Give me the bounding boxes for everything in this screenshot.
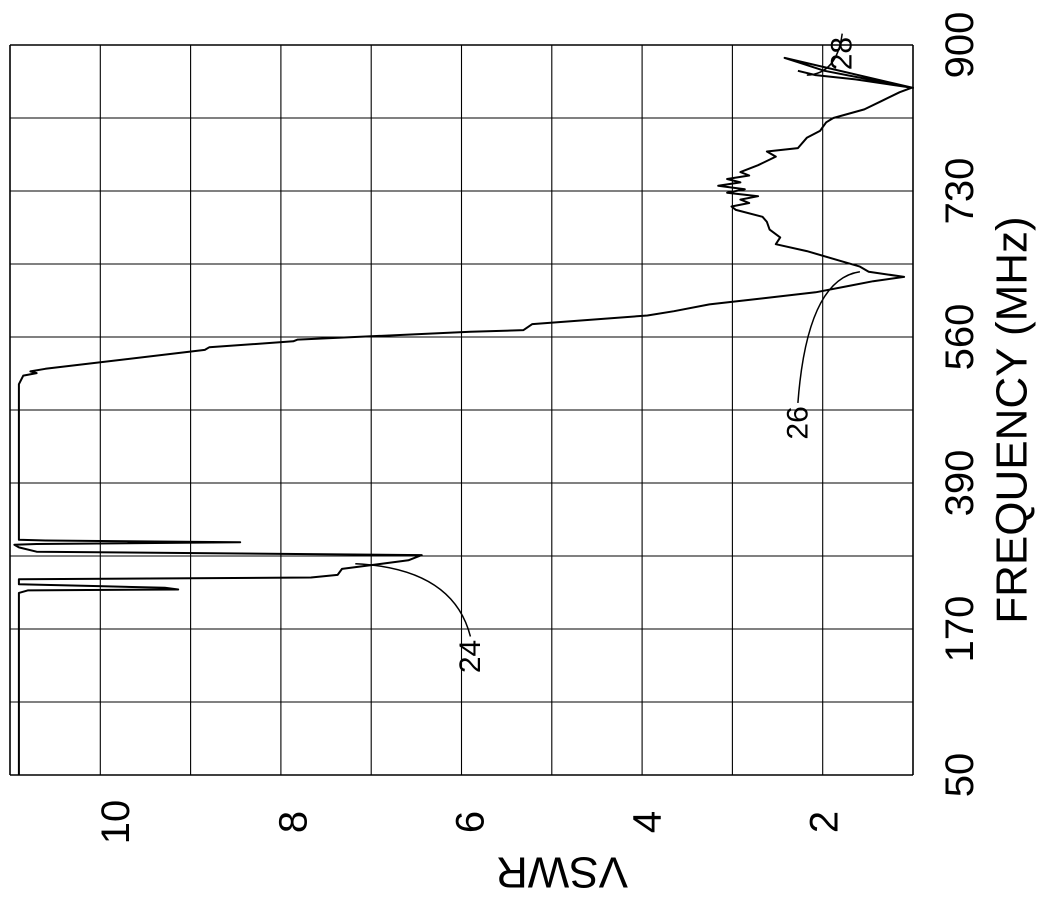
x-tick-label: 730	[938, 158, 982, 225]
vswr-series-0	[13, 56, 914, 775]
y-tick-label: 8	[271, 811, 315, 833]
x-tick-label: 50	[938, 753, 982, 798]
callout-leader-26	[797, 270, 861, 403]
y-tick-label: 4	[625, 811, 669, 833]
x-tick-label: 390	[938, 450, 982, 517]
x-axis-title: FREQUENCY (MHz)	[988, 216, 1037, 623]
callout-label-24: 24	[454, 640, 487, 673]
callout-label-26: 26	[781, 406, 814, 439]
annotation-layer: 24 26 28	[355, 33, 861, 673]
callout-leader-28	[806, 33, 843, 76]
y-tick-label: 2	[802, 811, 846, 833]
x-tick-label: 900	[938, 12, 982, 79]
tick-layer: 50 170 390 560 730 900 10 8 6 4 2	[94, 12, 982, 845]
x-tick-label: 560	[938, 304, 982, 371]
y-axis-title: VSWR	[496, 848, 628, 897]
title-layer: FREQUENCY (MHz) VSWR	[496, 216, 1037, 896]
y-tick-label: 10	[94, 800, 138, 845]
x-tick-label: 170	[938, 596, 982, 663]
callout-label-28: 28	[826, 37, 859, 70]
grid-layer	[9, 44, 914, 776]
series-layer	[13, 56, 914, 775]
y-tick-label: 6	[448, 811, 492, 833]
callout-leader-24	[355, 562, 472, 637]
